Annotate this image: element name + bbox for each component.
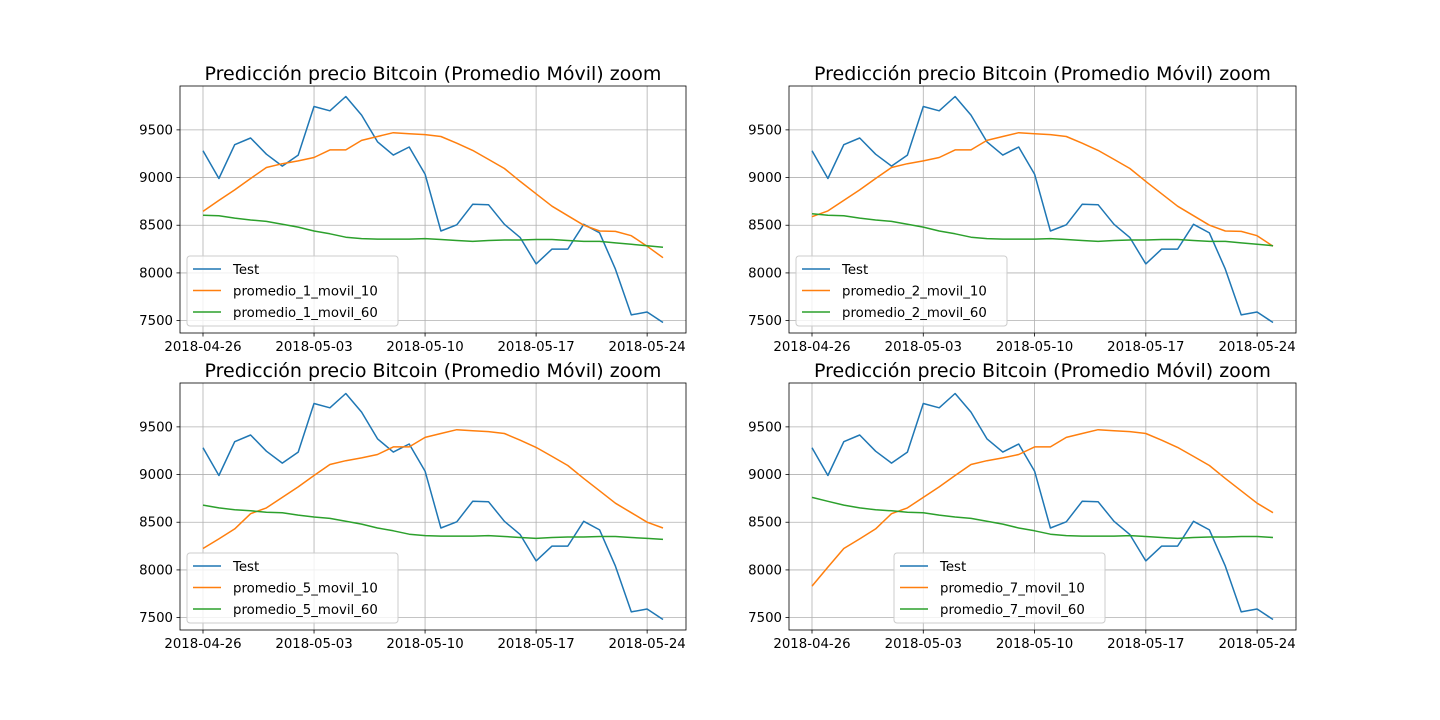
axes-frame [179, 85, 687, 334]
x-tick-label: 2018-05-17 [1107, 340, 1184, 355]
chart-panel-2: 2018-04-26 2018-05-03 2018-05-10 2018-05-17… [748, 63, 1297, 355]
legend-label: promedio_1_movil_10 [233, 285, 378, 300]
x-tick-label: 2018-05-17 [497, 340, 574, 355]
y-tick-label: 9000 [139, 468, 173, 483]
y-tick-label: 8500 [139, 516, 173, 531]
series-line-promedio_2_movil_10 [811, 131, 1274, 247]
legend-label: promedio_7_movil_60 [940, 603, 1085, 618]
legend-label: promedio_1_movil_60 [233, 306, 378, 321]
legend-label: Test [841, 263, 868, 278]
series-line-promedio_1_movil_10 [202, 131, 664, 259]
legend-box [186, 552, 399, 624]
x-tick-label: 2018-05-24 [608, 340, 685, 355]
x-tick-label: 2018-05-03 [885, 637, 962, 652]
legend: Test promedio_2_movil_10 promedio_2_movil_… [795, 255, 1008, 327]
legend-box [186, 255, 399, 327]
legend: Test promedio_7_movil_10 promedio_7_movil_… [893, 552, 1106, 624]
chart-title: Predicción precio Bitcoin (Promedio Móvi… [814, 63, 1271, 85]
series-line-Test [811, 95, 1274, 324]
legend: Test promedio_1_movil_10 promedio_1_movil_… [186, 255, 399, 327]
series-line-Test [811, 392, 1274, 621]
y-tick-label: 9000 [748, 171, 782, 186]
legend-label: Test [232, 560, 259, 575]
series-line-promedio_5_movil_10 [202, 428, 664, 550]
y-tick-label: 9500 [139, 123, 173, 138]
y-tick-label: 8000 [139, 266, 173, 281]
axes-frame [788, 85, 1297, 334]
chart-title: Predicción precio Bitcoin (Promedio Móvi… [814, 360, 1271, 382]
legend-label: Test [939, 560, 966, 575]
x-tick-label: 2018-05-10 [386, 340, 463, 355]
series-line-promedio_7_movil_60 [811, 496, 1274, 540]
y-tick-label: 9000 [139, 171, 173, 186]
x-tick-label: 2018-05-24 [1218, 637, 1295, 652]
y-tick-label: 8500 [748, 219, 782, 234]
series-line-promedio_1_movil_60 [202, 214, 664, 248]
x-tick-label: 2018-05-10 [386, 637, 463, 652]
y-tick-label: 7500 [748, 611, 782, 626]
y-tick-label: 8500 [748, 516, 782, 531]
x-tick-label: 2018-05-03 [885, 340, 962, 355]
y-tick-label: 8000 [748, 266, 782, 281]
x-tick-label: 2018-05-17 [497, 637, 574, 652]
y-tick-label: 9500 [748, 123, 782, 138]
chart-title: Predicción precio Bitcoin (Promedio Móvi… [205, 360, 662, 382]
series-line-promedio_2_movil_60 [811, 213, 1274, 247]
axes-frame [788, 382, 1297, 631]
series-line-Test [202, 392, 664, 621]
legend-label: promedio_5_movil_60 [233, 603, 378, 618]
legend-label: promedio_5_movil_10 [233, 582, 378, 597]
y-tick-label: 7500 [139, 611, 173, 626]
y-tick-label: 9000 [748, 468, 782, 483]
legend-label: Test [232, 263, 259, 278]
legend-box [893, 552, 1106, 624]
series-line-promedio_5_movil_60 [202, 504, 664, 541]
legend: Test promedio_5_movil_10 promedio_5_movil_… [186, 552, 399, 624]
y-tick-label: 8000 [748, 563, 782, 578]
y-tick-label: 9500 [139, 420, 173, 435]
x-tick-label: 2018-04-26 [164, 637, 241, 652]
y-tick-label: 8500 [139, 219, 173, 234]
y-tick-label: 7500 [748, 314, 782, 329]
axes-frame [179, 382, 687, 631]
y-tick-label: 7500 [139, 314, 173, 329]
chart-panel-1: 2018-04-26 2018-05-03 2018-05-10 2018-05-17… [139, 63, 687, 355]
x-tick-label: 2018-04-26 [164, 340, 241, 355]
x-tick-label: 2018-05-17 [1107, 637, 1184, 652]
series-line-promedio_7_movil_10 [811, 428, 1274, 587]
x-tick-label: 2018-04-26 [773, 637, 850, 652]
legend-label: promedio_2_movil_10 [842, 285, 987, 300]
legend-label: promedio_7_movil_10 [940, 582, 1085, 597]
x-tick-label: 2018-05-03 [275, 637, 352, 652]
x-tick-label: 2018-05-10 [996, 340, 1073, 355]
chart-panel-4: 2018-04-26 2018-05-03 2018-05-10 2018-05-17… [748, 360, 1297, 652]
legend-box [795, 255, 1008, 327]
x-tick-label: 2018-04-26 [773, 340, 850, 355]
x-tick-label: 2018-05-03 [275, 340, 352, 355]
x-tick-label: 2018-05-10 [996, 637, 1073, 652]
x-tick-label: 2018-05-24 [608, 637, 685, 652]
x-tick-label: 2018-05-24 [1218, 340, 1295, 355]
legend-label: promedio_2_movil_60 [842, 306, 987, 321]
y-tick-label: 8000 [139, 563, 173, 578]
y-tick-label: 9500 [748, 420, 782, 435]
chart-panel-3: 2018-04-26 2018-05-03 2018-05-10 2018-05-17… [139, 360, 687, 652]
chart-title: Predicción precio Bitcoin (Promedio Móvi… [205, 63, 662, 85]
